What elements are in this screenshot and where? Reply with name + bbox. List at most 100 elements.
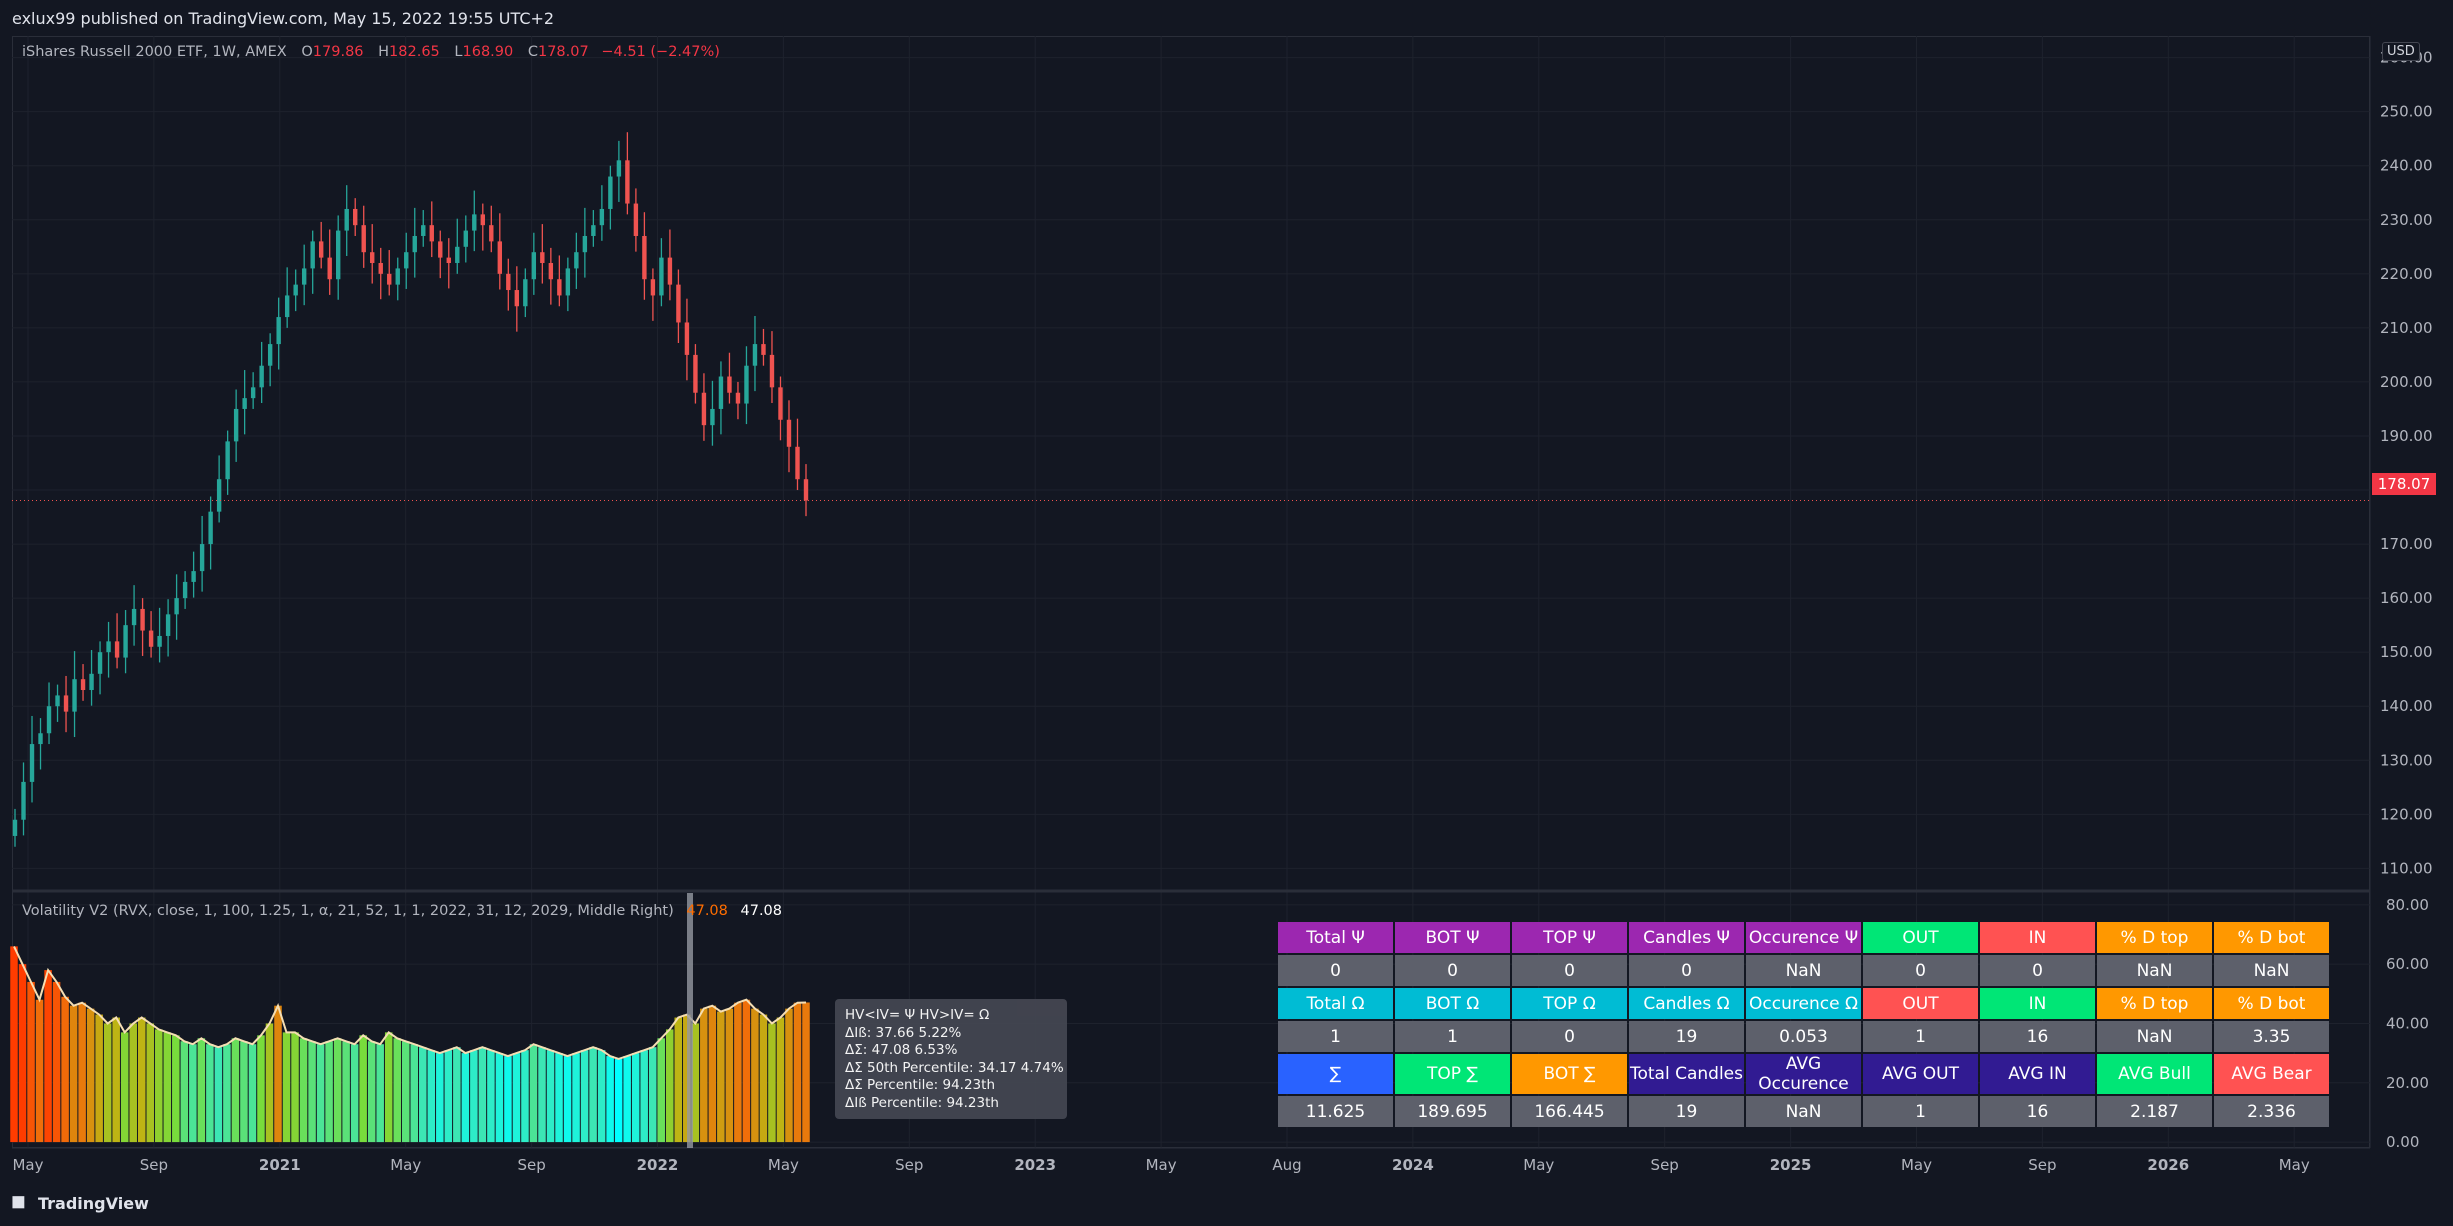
volatility-bar [759,1014,768,1143]
volatility-bar [291,1032,299,1143]
stats-cell: NaN [2097,1021,2212,1052]
candle-body [608,176,613,209]
candle-body [531,252,537,280]
stats-cell: % D bot [2214,922,2329,953]
crosshair-bar [687,893,693,1148]
currency-badge[interactable]: USD [2382,42,2420,61]
stats-cell: 16 [1980,1021,2095,1052]
stats-cell: 19 [1629,1096,1744,1127]
symbol-name[interactable]: iShares Russell 2000 ETF, 1W, AMEX [22,44,287,60]
x-tick-label: Aug [1272,1156,1301,1174]
x-tick-label: 2024 [1392,1156,1434,1174]
volatility-bar [512,1053,521,1143]
candle-body [378,263,383,274]
volatility-bar [725,1008,734,1143]
x-tick-label: 2023 [1014,1156,1056,1174]
stats-cell: TOP Ω [1512,988,1627,1019]
stats-cell: 0 [1512,955,1627,986]
volatility-bar [129,1023,137,1143]
volatility-bar [589,1047,597,1143]
volatility-bar [495,1053,504,1143]
volatility-bar [580,1050,589,1143]
stats-cell: AVG OUT [1863,1054,1978,1094]
stats-cell: NaN [1746,1096,1861,1127]
stats-cell: 11.625 [1278,1096,1393,1127]
volatility-bar [453,1047,461,1143]
volatility-bar [657,1038,665,1143]
volatility-bar [555,1053,563,1143]
stats-cell: % D top [2097,988,2212,1019]
candle-body [786,419,792,447]
candle-body [727,376,732,393]
x-tick-label: Sep [140,1156,168,1174]
volatility-bar [86,1008,95,1143]
candle-body [718,376,724,409]
candle-body [480,214,485,226]
stats-cell: 0.053 [1746,1021,1861,1052]
low-label: L [454,44,463,60]
publish-info: exlux99 published on TradingView.com, Ma… [12,9,555,28]
candle-body [633,203,639,236]
stats-cell: % D top [2097,922,2212,953]
candle-body [12,819,18,836]
y-tick-label: 240.00 [2380,157,2433,175]
candle-body [404,252,409,269]
x-tick-label: Sep [2028,1156,2056,1174]
high-label: H [378,44,390,60]
candle-body [591,225,596,236]
candle-body [182,581,188,599]
volatility-bar [606,1056,614,1143]
stats-cell: 0 [1863,955,1978,986]
volatility-bar [299,1038,308,1143]
x-tick-label: Sep [895,1156,923,1174]
volatility-bar [376,1044,384,1143]
volatility-bar [137,1017,146,1143]
candle-body [412,235,417,253]
y-tick-label: 40.00 [2386,1014,2429,1032]
indicator-title[interactable]: Volatility V2 (RVX, close, 1, 100, 1.25,… [22,903,674,919]
high-value: 182.65 [389,44,440,60]
candle-body [429,225,434,242]
x-tick-label: 2021 [259,1156,301,1174]
stats-row: ∑ TOP ∑ BOT ∑ Total Candles AVG Occurence AVG… [1278,1054,2329,1094]
candle-body [114,641,120,658]
candle-body [106,641,111,653]
volatility-bar [44,970,52,1143]
volatility-bar [700,1008,708,1143]
volatility-bar [504,1056,512,1143]
candle-body [123,625,128,658]
indicator-value-2: 47.08 [740,903,783,919]
candle-body [523,279,528,307]
open-label: O [301,44,313,60]
stats-cell: 1 [1278,1021,1393,1052]
volatility-bar [717,1011,725,1143]
y-tick-label: 20.00 [2386,1074,2429,1092]
candle-body [344,208,349,231]
tooltip-line: ΔΣ 50th Percentile: 34.17 4.74% [845,1059,1064,1076]
candle-body [55,695,60,707]
candle-body [752,344,758,366]
candle-body [667,257,673,285]
stats-cell: 3.35 [2214,1021,2329,1052]
candle-body [489,225,494,242]
volatility-bar [214,1047,223,1143]
candle-body [174,598,179,615]
volatility-bar [316,1044,325,1143]
candle-body [46,706,52,734]
candle-body [497,241,503,274]
close-label: C [527,44,538,60]
tooltip-line: HV<IV= Ψ HV>IV= Ω [845,1007,990,1023]
candle-body [199,544,205,572]
stats-row: Total Ψ BOT Ψ TOP Ψ Candles Ψ Occurence Ψ OUT… [1278,922,2329,953]
volatility-bar [163,1032,172,1143]
candle-body [599,208,605,226]
candle-body [80,679,86,691]
stats-row: 11.625 189.695 166.445 19 NaN 1 16 2.187 2.336 [1278,1096,2329,1127]
candle-body [140,608,145,631]
stats-cell: Candles Ω [1629,988,1744,1019]
candle-body [540,252,545,264]
change-value: −4.51 (−2.47%) [601,44,720,60]
stats-cell: BOT Ω [1395,988,1510,1019]
candle-body [574,252,579,269]
